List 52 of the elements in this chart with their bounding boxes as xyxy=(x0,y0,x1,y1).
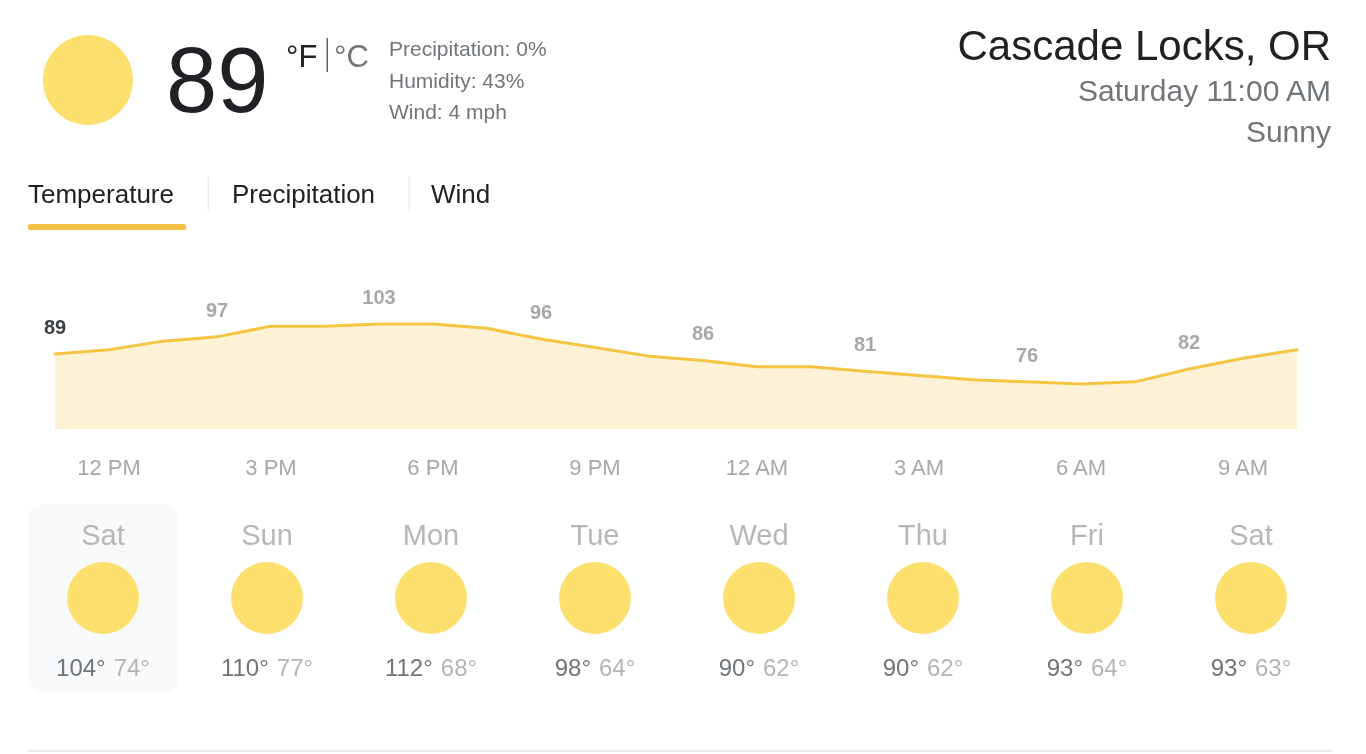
text: Precipitation xyxy=(232,179,376,209)
text: 62° xyxy=(927,654,964,681)
text: 104° xyxy=(56,654,106,681)
text: Saturday 11:00 AM xyxy=(1078,74,1331,107)
data-label: 76 xyxy=(1015,343,1039,366)
text: Wind xyxy=(431,179,491,209)
text: 77° xyxy=(276,654,314,681)
text: 90° xyxy=(718,654,755,681)
text: 93° xyxy=(1046,654,1083,681)
text: 112° xyxy=(384,654,433,681)
data-label: 96 xyxy=(529,301,553,323)
text: Cascade Locks, OR xyxy=(957,22,1331,69)
text: Humidity: 43% xyxy=(389,68,525,92)
data-label: 89 xyxy=(43,316,67,338)
text: 62° xyxy=(763,654,800,681)
category-label: Thu xyxy=(898,519,948,551)
category-label: Sat xyxy=(81,519,125,551)
text: 64° xyxy=(599,654,636,681)
x-tick-label: 12 AM xyxy=(725,455,789,480)
x-tick-label: 9 AM xyxy=(1217,455,1269,480)
text: °C xyxy=(334,39,369,74)
text: 64° xyxy=(1091,654,1128,681)
text: Sunny xyxy=(1245,115,1331,148)
text: 90° xyxy=(882,654,919,681)
category-label: Tue xyxy=(570,519,620,551)
text: °F xyxy=(286,39,318,74)
x-tick-label: 12 PM xyxy=(77,455,141,480)
text: 68° xyxy=(440,654,478,681)
text: Wind: 4 mph xyxy=(389,100,507,123)
text: 74° xyxy=(113,654,150,681)
data-label: 81 xyxy=(853,333,877,356)
text: 98° xyxy=(554,654,591,681)
text: 93° xyxy=(1210,654,1247,681)
data-label: 97 xyxy=(205,298,229,321)
category-label: Wed xyxy=(729,519,789,551)
x-tick-label: 3 PM xyxy=(245,455,297,480)
data-label: 86 xyxy=(691,322,715,345)
category-label: Sun xyxy=(241,519,293,551)
text: 89 xyxy=(166,29,269,131)
category-label: Fri xyxy=(1070,519,1104,551)
data-label: 82 xyxy=(1177,331,1201,353)
text: Precipitation: 0% xyxy=(389,37,547,60)
text: 63° xyxy=(1255,654,1292,681)
text: 110° xyxy=(220,654,269,681)
x-tick-label: 9 PM xyxy=(569,455,621,480)
x-tick-label: 3 AM xyxy=(893,455,945,480)
text: Temperature xyxy=(28,179,174,209)
category-label: Sat xyxy=(1229,519,1273,551)
x-tick-label: 6 PM xyxy=(407,455,459,480)
x-tick-label: 6 AM xyxy=(1055,455,1107,480)
category-label: Mon xyxy=(402,519,460,551)
data-label: 103 xyxy=(362,286,396,308)
